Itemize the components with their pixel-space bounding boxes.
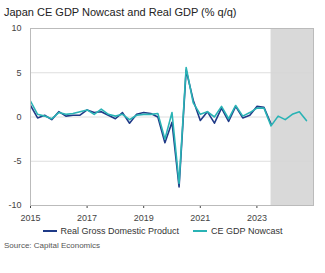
- svg-text:5: 5: [16, 68, 21, 78]
- svg-text:2019: 2019: [134, 213, 154, 223]
- html-text:Japan CE GDP Nowcast and Real: Japan CE GDP Nowcast and Real GDP (% q/q…: [4, 6, 237, 18]
- svg-text:2021: 2021: [190, 213, 210, 223]
- html-text:Source: Capital Economics: Source: Capital Economics: [4, 241, 100, 250]
- html-text:CE GDP Nowcast: CE GDP Nowcast: [211, 226, 283, 236]
- svg-text:2017: 2017: [77, 213, 97, 223]
- html-text:Real Gross Domestic Product: Real Gross Domestic Product: [60, 226, 180, 236]
- svg-text:0: 0: [16, 112, 21, 122]
- svg-text:2023: 2023: [247, 213, 267, 223]
- svg-text:-5: -5: [13, 156, 21, 166]
- svg-text:2015: 2015: [20, 213, 40, 223]
- svg-text:10: 10: [11, 23, 21, 33]
- svg-text:-10: -10: [8, 200, 21, 210]
